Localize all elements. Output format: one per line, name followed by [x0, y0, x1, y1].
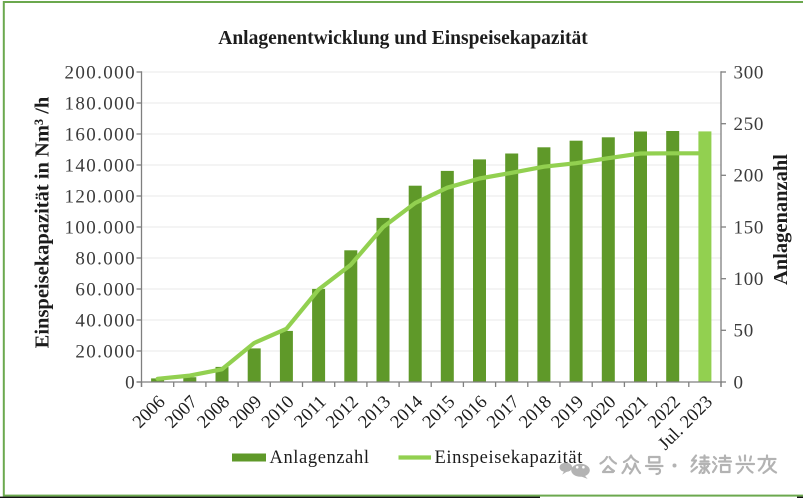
svg-text:80.000: 80.000: [75, 248, 136, 269]
svg-text:60.000: 60.000: [75, 279, 136, 300]
svg-text:20.000: 20.000: [75, 341, 136, 362]
svg-text:150: 150: [734, 217, 765, 238]
svg-text:120.000: 120.000: [64, 186, 136, 207]
svg-text:Einspeisekapazität: Einspeisekapazität: [435, 448, 584, 468]
svg-text:200: 200: [734, 166, 765, 187]
svg-text:Anlagenentwicklung und Einspei: Anlagenentwicklung und Einspeisekapazitä…: [218, 28, 588, 49]
svg-text:100.000: 100.000: [64, 217, 136, 238]
svg-text:160.000: 160.000: [64, 124, 136, 145]
svg-text:Anlagenanzahl: Anlagenanzahl: [770, 154, 792, 285]
svg-text:0: 0: [125, 372, 136, 393]
svg-text:180.000: 180.000: [64, 93, 136, 114]
svg-text:Einspeisekapazität in Nm³ /h: Einspeisekapazität in Nm³ /h: [32, 96, 54, 348]
svg-text:0: 0: [734, 372, 744, 393]
svg-text:40.000: 40.000: [75, 310, 136, 331]
svg-text:140.000: 140.000: [64, 155, 136, 176]
svg-text:50: 50: [734, 321, 754, 342]
svg-text:100: 100: [734, 269, 765, 290]
svg-text:Anlagenzahl: Anlagenzahl: [270, 448, 370, 468]
svg-text:300: 300: [734, 62, 765, 83]
svg-text:200.000: 200.000: [64, 62, 136, 83]
svg-text:250: 250: [734, 114, 765, 135]
